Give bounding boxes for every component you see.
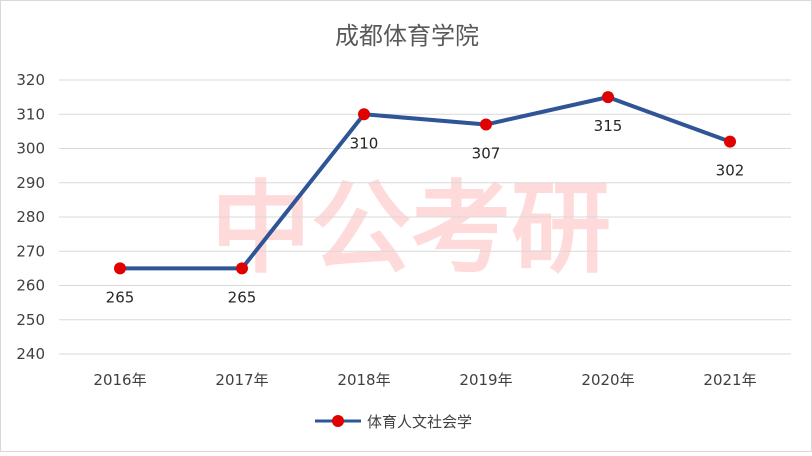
- data-point: [602, 91, 614, 104]
- x-tick-label: 2017年: [215, 371, 268, 389]
- x-tick-label: 2020年: [581, 371, 634, 389]
- watermark: 中公考研: [211, 170, 611, 287]
- data-point: [480, 118, 492, 131]
- series-layer: [114, 91, 736, 275]
- legend: 体育人文社会学: [315, 413, 472, 431]
- y-tick-label: 300: [16, 140, 45, 158]
- y-tick-label: 240: [16, 345, 45, 363]
- y-tick-label: 310: [16, 105, 45, 123]
- y-tick-label: 280: [16, 208, 45, 226]
- gridlines: [59, 79, 791, 355]
- data-labels: 265 265 310 307 315 302: [106, 117, 745, 306]
- y-tick-label: 250: [16, 311, 45, 329]
- legend-marker-swatch: [332, 415, 344, 427]
- data-point: [358, 108, 370, 121]
- x-tick-label: 2018年: [337, 371, 390, 389]
- x-tick-label: 2016年: [93, 371, 146, 389]
- data-point: [114, 262, 126, 275]
- y-tick-label: 270: [16, 242, 45, 260]
- legend-series-name: 体育人文社会学: [367, 413, 472, 431]
- y-tick-label: 290: [16, 174, 45, 192]
- data-point: [724, 135, 736, 148]
- y-tick-label: 260: [16, 277, 45, 295]
- x-tick-label: 2019年: [459, 371, 512, 389]
- data-label: 315: [594, 117, 623, 135]
- y-tick-label: 320: [16, 71, 45, 89]
- data-point: [236, 262, 248, 275]
- x-tick-label: 2021年: [703, 371, 756, 389]
- data-label: 265: [106, 288, 135, 306]
- chart-title: 成都体育学院: [335, 22, 479, 50]
- x-axis-ticks: 2016年 2017年 2018年 2019年 2020年 2021年: [93, 371, 756, 389]
- data-label: 310: [350, 134, 379, 152]
- y-axis-ticks: 240 250 260 270 280 290 300 310 320: [16, 71, 45, 363]
- data-label: 307: [472, 145, 501, 163]
- data-label: 302: [716, 162, 745, 180]
- data-label: 265: [228, 288, 257, 306]
- series-line: [120, 95, 731, 271]
